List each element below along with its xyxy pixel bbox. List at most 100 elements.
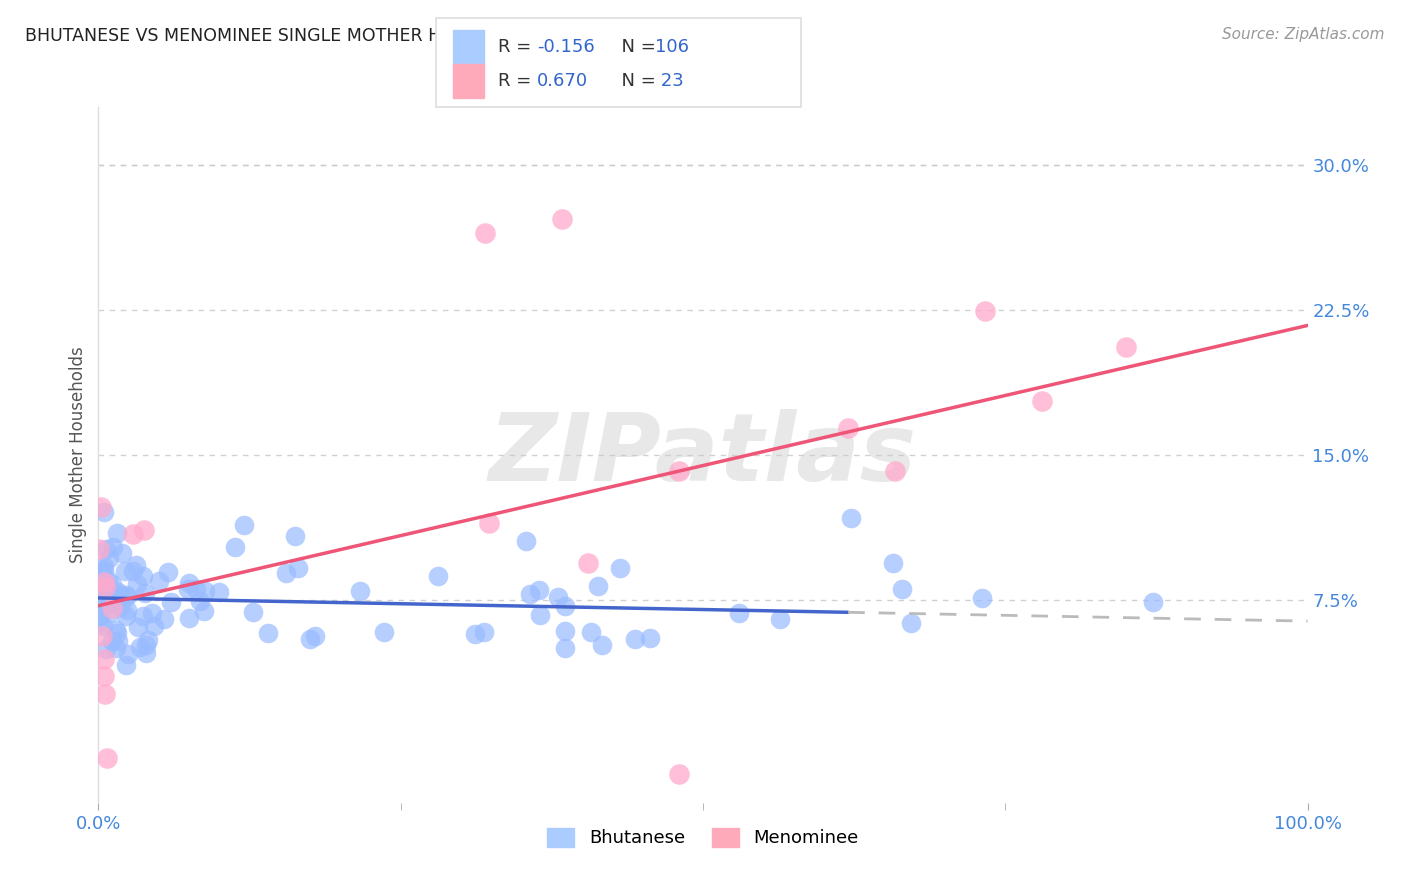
Point xyxy=(125,577,148,591)
Point xyxy=(101,540,124,554)
Point xyxy=(547,590,569,604)
Point xyxy=(135,646,157,660)
Point xyxy=(554,641,576,656)
Point xyxy=(105,625,128,640)
Point xyxy=(122,564,145,578)
Point xyxy=(586,579,609,593)
Point xyxy=(93,669,115,683)
Point xyxy=(591,638,613,652)
Text: 23: 23 xyxy=(655,72,683,90)
Point xyxy=(115,588,138,602)
Point xyxy=(972,591,994,606)
Point xyxy=(90,570,112,584)
Point xyxy=(132,609,155,624)
Text: N =: N = xyxy=(610,72,662,90)
Point xyxy=(638,632,661,646)
Point xyxy=(668,464,690,478)
Point xyxy=(349,583,371,598)
Point xyxy=(141,606,163,620)
Point xyxy=(242,605,264,619)
Point xyxy=(609,560,631,574)
Text: 106: 106 xyxy=(655,38,689,56)
Point xyxy=(224,540,246,554)
Point xyxy=(837,421,859,435)
Point xyxy=(111,546,134,560)
Point xyxy=(89,542,111,557)
Point xyxy=(93,582,115,596)
Point xyxy=(97,606,120,620)
Text: N =: N = xyxy=(610,38,662,56)
Point xyxy=(882,556,904,570)
Point xyxy=(973,304,995,318)
Text: 0.670: 0.670 xyxy=(537,72,588,90)
Point xyxy=(91,629,114,643)
Point xyxy=(207,585,229,599)
Point xyxy=(98,551,121,566)
Point xyxy=(581,625,603,640)
Text: R =: R = xyxy=(498,38,537,56)
Point xyxy=(134,586,156,600)
Point xyxy=(193,604,215,618)
Point xyxy=(177,582,200,597)
Point xyxy=(93,575,115,590)
Point xyxy=(89,591,111,606)
Point xyxy=(115,603,138,617)
Point xyxy=(426,568,449,582)
Point xyxy=(624,632,647,647)
Point xyxy=(110,599,132,614)
Point xyxy=(157,565,180,579)
Point xyxy=(128,640,150,655)
Point xyxy=(554,624,576,638)
Point xyxy=(138,632,160,647)
Point xyxy=(186,582,208,597)
Point xyxy=(551,212,574,227)
Point xyxy=(101,577,124,591)
Point xyxy=(127,620,149,634)
Point xyxy=(124,558,146,572)
Point xyxy=(96,542,118,557)
Point xyxy=(114,658,136,673)
Point xyxy=(257,626,280,640)
Point xyxy=(890,582,912,596)
Point xyxy=(115,608,138,623)
Point xyxy=(194,583,217,598)
Point xyxy=(93,559,115,574)
Point xyxy=(90,565,112,579)
Point xyxy=(107,634,129,648)
Point xyxy=(94,580,117,594)
Point xyxy=(464,626,486,640)
Point xyxy=(287,561,309,575)
Text: R =: R = xyxy=(498,72,537,90)
Point xyxy=(839,510,862,524)
Point xyxy=(97,597,120,611)
Point xyxy=(100,589,122,603)
Point xyxy=(578,556,600,570)
Point xyxy=(153,612,176,626)
Point xyxy=(177,576,200,591)
Point xyxy=(94,582,117,596)
Point xyxy=(89,598,111,612)
Point xyxy=(97,573,120,587)
Legend: Bhutanese, Menominee: Bhutanese, Menominee xyxy=(538,819,868,856)
Point xyxy=(100,634,122,648)
Point xyxy=(90,583,112,598)
Point xyxy=(474,226,496,240)
Point xyxy=(91,619,114,633)
Point xyxy=(117,648,139,662)
Point xyxy=(515,534,537,549)
Y-axis label: Single Mother Households: Single Mother Households xyxy=(69,347,87,563)
Point xyxy=(1115,340,1137,354)
Point xyxy=(304,629,326,643)
Point xyxy=(101,600,124,615)
Point xyxy=(115,590,138,604)
Point xyxy=(554,599,576,614)
Point xyxy=(107,585,129,599)
Point xyxy=(91,582,114,597)
Point xyxy=(472,624,495,639)
Point xyxy=(96,750,118,764)
Point xyxy=(188,594,211,608)
Point xyxy=(519,587,541,601)
Point xyxy=(93,563,115,577)
Point xyxy=(276,566,298,580)
Point xyxy=(93,580,115,594)
